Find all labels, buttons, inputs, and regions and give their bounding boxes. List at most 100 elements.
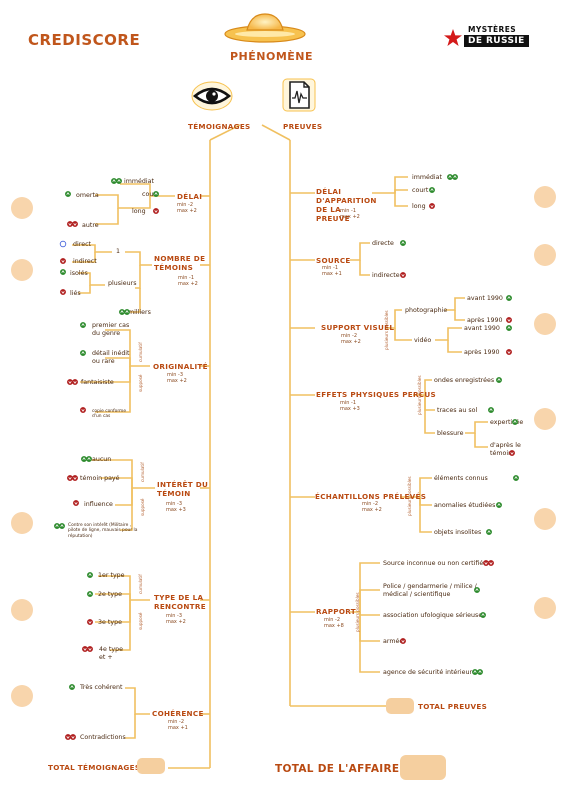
arrow-down-icon (61, 260, 65, 263)
arrow-down-icon (510, 452, 514, 455)
echantillons-title: ÉCHANTILLONS PRÉLEVÉS (315, 492, 427, 501)
brand-logo-crediscore: CREDISCORE (28, 31, 141, 49)
effets-max: max +3 (340, 406, 360, 412)
support-min: min -2 (341, 333, 358, 339)
binder-hole (534, 408, 556, 430)
ufo-icon (224, 13, 306, 43)
arrow-up-icon (82, 457, 86, 460)
option-indirect: indirect (73, 258, 97, 265)
arrow-down-icon (88, 621, 92, 624)
binder-hole (11, 197, 33, 219)
malus-icon (400, 272, 406, 278)
arrow-down-icon (507, 351, 511, 354)
bonus-icon (59, 523, 65, 529)
arrow-up-icon (513, 420, 517, 423)
binder-hole (11, 259, 33, 281)
binder-hole (534, 313, 556, 335)
option-indirecte: indirecte (372, 272, 400, 279)
option-avant-1990: avant 1990 (467, 295, 503, 302)
arrow-down-icon (73, 223, 77, 226)
option-anomalies: anomalies étudiées (434, 502, 496, 509)
option-contradictions: Contradictions (80, 734, 126, 741)
arrow-up-icon (453, 175, 457, 178)
malus-icon (87, 646, 93, 652)
option-3e-type: 3e type (98, 619, 122, 626)
malus-icon (506, 317, 512, 323)
bonus-icon (65, 191, 71, 197)
option-preuve-long: long (412, 203, 426, 210)
option-apres-1990: après 1990 (467, 317, 503, 324)
arrow-up-icon (475, 588, 479, 591)
bonus-icon (488, 407, 494, 413)
total-preuves-box[interactable] (386, 698, 414, 714)
option-police: Police / gendarmerie / milice / médical … (383, 583, 477, 598)
arrow-down-icon (88, 648, 92, 651)
bonus-icon (81, 456, 87, 462)
arrow-down-icon (83, 648, 87, 651)
preuve-delai-max: max +2 (340, 214, 360, 220)
option-temoin-paye: témoin payé (80, 475, 120, 482)
binder-hole (11, 685, 33, 707)
bonus-icon (119, 309, 125, 315)
nombre-max: max +2 (178, 281, 198, 287)
option-autre: autre (82, 222, 99, 229)
arrow-up-icon (487, 530, 491, 533)
nombre-title: NOMBRE DE TÉMOINS (154, 254, 206, 272)
option-4e-type: 4e type et + (99, 646, 123, 661)
arrow-up-icon (481, 613, 485, 616)
option-source-inconnue: Source inconnue ou non certifiée (383, 560, 488, 567)
option-detail-inedit: détail inédit ou rare (92, 350, 130, 365)
total-affaire-label: TOTAL DE L'AFFAIRE (275, 763, 400, 775)
bonus-icon (153, 191, 159, 197)
bonus-icon (506, 325, 512, 331)
bonus-icon (400, 240, 406, 246)
effets-title: EFFETS PHYSIQUES PERCUS (316, 390, 436, 399)
total-preuves-label: TOTAL PREUVES (418, 702, 488, 711)
bonus-icon (506, 295, 512, 301)
total-affaire-box[interactable] (400, 755, 446, 780)
bonus-icon (513, 475, 519, 481)
arrow-up-icon (401, 241, 405, 244)
arrow-up-icon (81, 351, 85, 354)
eye-icon (191, 81, 233, 111)
option-1er-type: 1er type (98, 572, 125, 579)
support-title: SUPPORT VISUEL (321, 323, 395, 332)
bonus-icon (480, 612, 486, 618)
nombre-min: min -1 (178, 275, 195, 281)
arrow-up-icon (507, 326, 511, 329)
option-directe: directe (372, 240, 394, 247)
malus-icon (506, 349, 512, 355)
bonus-icon (124, 309, 130, 315)
type-max: max +2 (166, 619, 186, 625)
option-isoles: isolés (70, 270, 88, 277)
malus-icon (82, 646, 88, 652)
malus-icon (60, 258, 66, 264)
option-agence: agence de sécurité intérieure (383, 669, 476, 676)
option-blessure: blessure (437, 430, 464, 437)
malus-icon (72, 379, 78, 385)
delai-max: max +2 (177, 208, 197, 214)
coherence-title: COHÉRENCE (152, 709, 204, 718)
bonus-icon (477, 669, 483, 675)
option-one: 1 (116, 248, 121, 255)
bonus-icon (496, 377, 502, 383)
neutral-icon (59, 240, 67, 248)
option-premier-cas: premier cas du genre (92, 322, 130, 337)
delai-title: DÉLAI (177, 192, 203, 201)
total-temoignages-box[interactable] (137, 758, 165, 774)
bonus-icon (447, 174, 453, 180)
arrow-down-icon (61, 291, 65, 294)
bonus-icon (111, 178, 117, 184)
bonus-icon (429, 187, 435, 193)
option-apres-1990-video: après 1990 (464, 349, 500, 356)
malus-icon (488, 560, 494, 566)
bonus-icon (116, 178, 122, 184)
option-objets-insolites: objets insolites (434, 529, 482, 536)
malus-icon (67, 475, 73, 481)
column-title-temoignages: TÉMOIGNAGES (188, 122, 251, 131)
red-star-icon (444, 29, 462, 46)
arrow-up-icon (497, 503, 501, 506)
option-apres-temoin: d'après le témoin (490, 442, 521, 457)
